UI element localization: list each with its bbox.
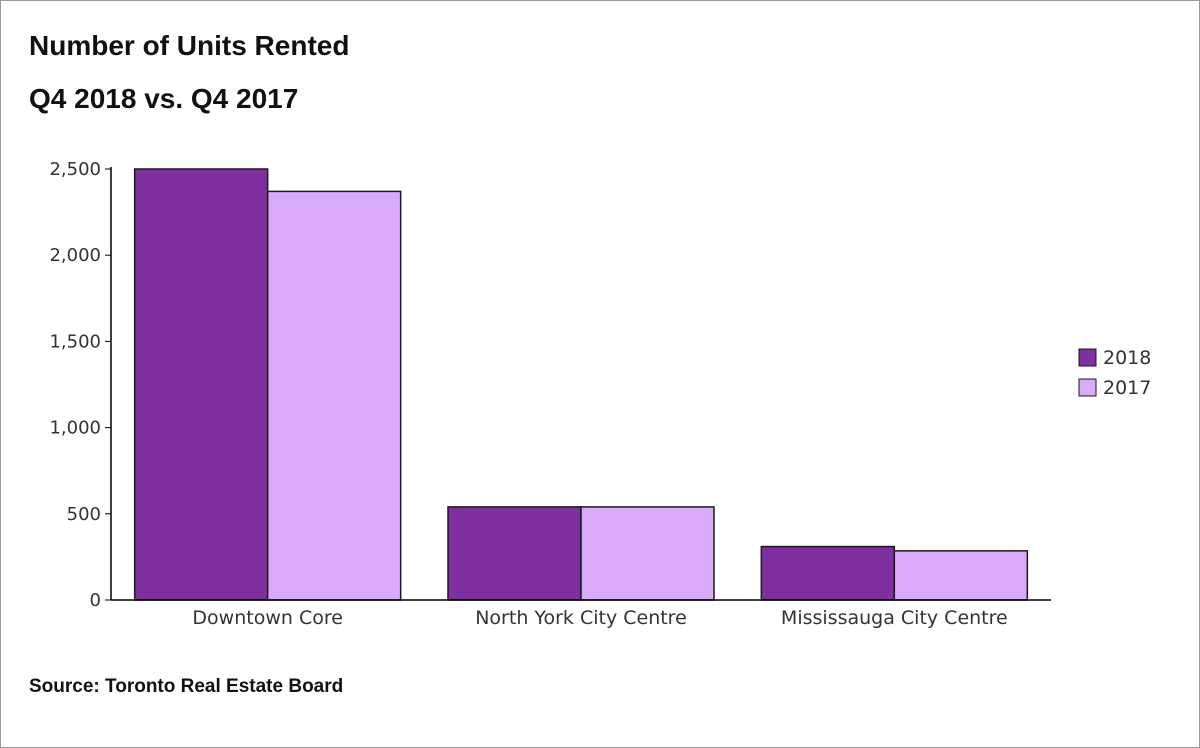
y-axis-ticks: 0 500 1,000 1,500 2,000 2,500 xyxy=(49,159,111,611)
legend-label-2018: 2018 xyxy=(1103,347,1151,369)
bar-2017-north-york-city-centre xyxy=(580,506,715,601)
bar-2017-mississauga-city-centre xyxy=(893,550,1029,601)
source-note: Source: Toronto Real Estate Board xyxy=(29,676,344,697)
y-tick-label: 2,500 xyxy=(49,159,101,180)
bar-2018-mississauga-city-centre xyxy=(760,545,896,601)
x-axis-labels: Downtown Core North York City Centre Missi… xyxy=(192,607,1007,629)
y-tick-label: 500 xyxy=(67,504,101,525)
bar-2018-north-york-city-centre xyxy=(447,506,582,601)
chart-title: Number of Units Rented xyxy=(29,30,350,61)
bar-2017-downtown-core xyxy=(266,190,402,601)
y-tick-label: 0 xyxy=(90,590,101,611)
y-tick-label: 1,000 xyxy=(49,418,101,439)
y-tick-label: 2,000 xyxy=(49,245,101,266)
x-category-label: North York City Centre xyxy=(475,607,687,629)
x-category-label: Downtown Core xyxy=(192,607,343,629)
chart-subtitle: Q4 2018 vs. Q4 2017 xyxy=(29,83,299,114)
bar-2018-downtown-core xyxy=(133,168,269,601)
legend: 2018 2017 xyxy=(1078,347,1151,399)
axes xyxy=(110,167,1051,601)
y-tick-label: 1,500 xyxy=(49,331,101,352)
legend-swatch-2018 xyxy=(1078,348,1097,367)
legend-swatch-2017 xyxy=(1078,378,1097,397)
legend-label-2017: 2017 xyxy=(1103,377,1151,399)
x-category-label: Mississauga City Centre xyxy=(781,607,1008,629)
bars xyxy=(133,168,1029,601)
